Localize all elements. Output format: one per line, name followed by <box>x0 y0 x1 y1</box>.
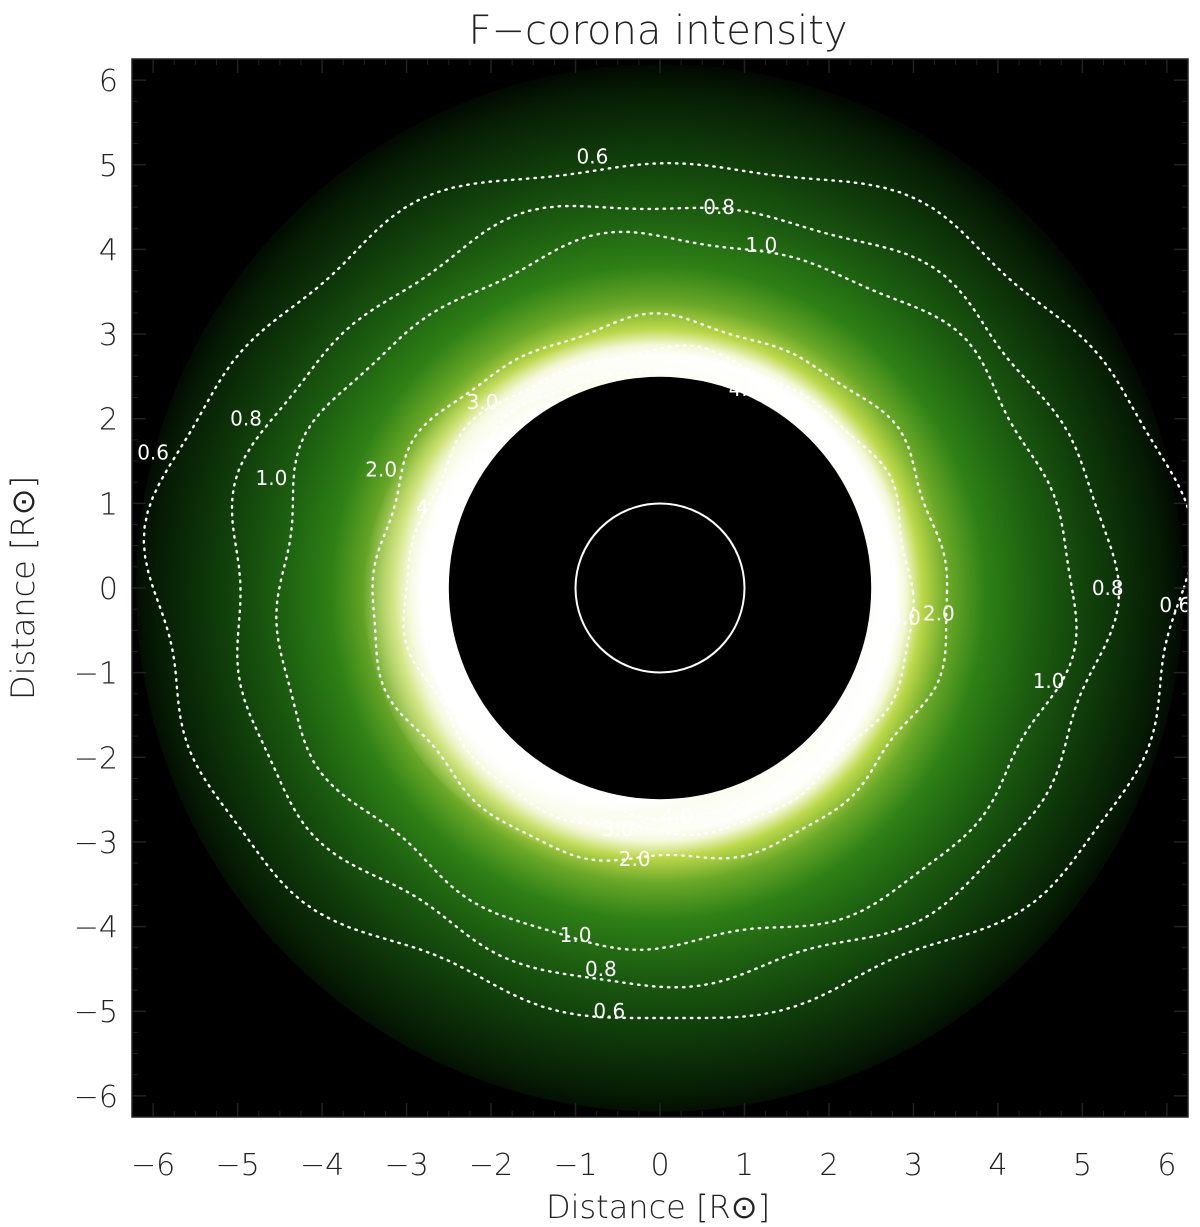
y-tick-label: −5 <box>74 995 118 1030</box>
x-tick-label: −5 <box>215 1148 259 1183</box>
x-axis-label: Distance [R⊙] <box>546 1188 770 1226</box>
contour-label: 2.0 <box>365 458 397 482</box>
y-tick-label: 3 <box>99 318 118 353</box>
contour-line-0.6 <box>142 161 1188 1020</box>
y-tick-label: −3 <box>74 826 118 861</box>
contour-lines <box>142 161 1188 1020</box>
contour-label: 1.0 <box>560 923 592 947</box>
x-tick-label: 3 <box>904 1148 923 1183</box>
y-tick-label: −6 <box>74 1080 118 1115</box>
x-tick-label: −2 <box>469 1148 513 1183</box>
contour-label: 4.0 <box>416 496 448 520</box>
contour-label: 1.0 <box>1033 669 1065 693</box>
y-tick-label: 4 <box>99 233 118 268</box>
contour-label: 2.0 <box>619 847 651 871</box>
contour-line-1.0 <box>275 230 1078 952</box>
contour-label: 3.0 <box>602 817 634 841</box>
x-tick-label: 0 <box>650 1148 669 1183</box>
y-tick-label: −2 <box>74 741 118 776</box>
solar-limb-circle <box>574 502 746 674</box>
contour-label: 0.6 <box>577 144 609 168</box>
y-tick-label: 2 <box>99 403 118 438</box>
x-tick-label: 6 <box>1157 1148 1176 1183</box>
y-tick-label: 1 <box>99 487 118 522</box>
contour-label: 0.6 <box>1159 593 1191 617</box>
x-tick-label: −6 <box>131 1148 175 1183</box>
x-axis-ticks: −6 −5 −4 −3 −2 −1 0 1 2 3 4 5 6 <box>131 59 1189 1183</box>
contour-label: 0.6 <box>137 441 169 465</box>
x-tick-label: 5 <box>1073 1148 1092 1183</box>
contour-label: 4.0 <box>661 805 693 829</box>
chart-title: F−corona intensity <box>468 8 847 54</box>
y-tick-label: 5 <box>99 149 118 184</box>
y-axis-label: Distance [R⊙] <box>4 476 42 700</box>
y-tick-label: −4 <box>74 911 118 946</box>
x-tick-label: 4 <box>988 1148 1007 1183</box>
contour-line-4.0 <box>420 366 891 822</box>
contour-label: 0.6 <box>593 999 625 1023</box>
contour-line-2.0 <box>371 312 949 862</box>
contour-label: 1.0 <box>255 466 287 490</box>
contour-label: 0.8 <box>1092 576 1124 600</box>
contour-label: 4.0 <box>729 377 761 401</box>
contour-label: 0.8 <box>230 407 262 431</box>
contour-label: 0.8 <box>703 195 735 219</box>
x-tick-label: 1 <box>735 1148 754 1183</box>
y-tick-label: 6 <box>99 64 118 99</box>
contour-labels: 0.6 0.6 0.6 0.6 0.8 0.8 0.8 0.8 1.0 1.0 1.0 1.0 2.0 2… <box>137 144 1191 1023</box>
y-axis-ticks: −6 −5 −4 −3 −2 −1 0 1 2 3 4 5 6 <box>74 58 1188 1118</box>
x-tick-label: −1 <box>553 1148 597 1183</box>
y-tick-label: −1 <box>74 657 118 692</box>
contour-label: 0.8 <box>585 957 617 981</box>
x-tick-label: −4 <box>300 1148 344 1183</box>
plot-area: 0.6 0.6 0.6 0.6 0.8 0.8 0.8 0.8 1.0 1.0 1.0 1.0 2.0 2… <box>132 59 1191 1117</box>
x-tick-label: 2 <box>819 1148 838 1183</box>
occulter-disk <box>448 376 872 800</box>
contour-label: 2.0 <box>923 601 955 625</box>
contour-label: 1.0 <box>745 233 777 257</box>
y-tick-label: 0 <box>99 572 118 607</box>
contour-line-0.8 <box>230 204 1121 989</box>
x-tick-label: −3 <box>384 1148 428 1183</box>
contour-label: 3.0 <box>889 606 921 630</box>
contour-label: 3.0 <box>467 390 499 414</box>
